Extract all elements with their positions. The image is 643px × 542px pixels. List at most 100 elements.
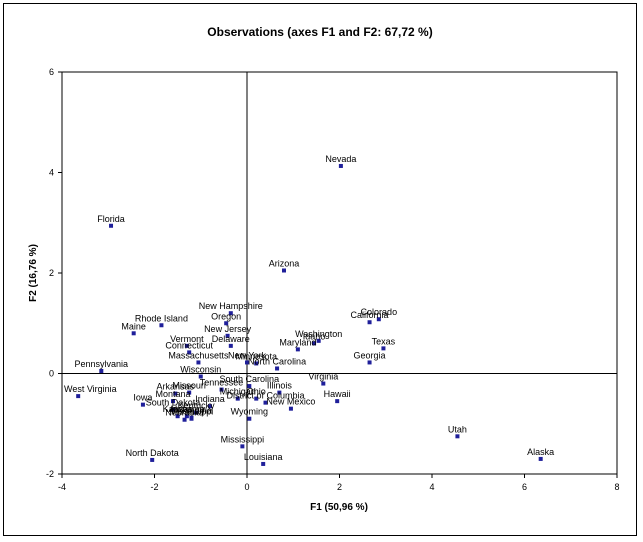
data-point <box>261 461 266 466</box>
data-point <box>282 268 286 273</box>
data-point <box>295 347 300 352</box>
data-point <box>225 333 230 338</box>
point-label: California <box>351 310 389 320</box>
point-label: Nevada <box>325 154 356 164</box>
data-point <box>184 414 189 419</box>
point-label: District of Columbia <box>226 391 304 401</box>
data-point <box>198 374 203 379</box>
point-label: North Dakota <box>126 448 179 458</box>
plot-area <box>61 71 618 475</box>
point-label: Mississippi <box>221 434 265 444</box>
data-point <box>245 360 249 365</box>
point-label: Oklahoma <box>171 406 212 416</box>
chart-title: Observations (axes F1 and F2: 67,72 %) <box>207 25 432 39</box>
x-tick-label: 2 <box>337 482 342 492</box>
point-label: Alabama <box>169 404 205 414</box>
point-label: South Dakota <box>146 398 201 408</box>
point-label: Texas <box>372 336 396 346</box>
data-point <box>171 399 175 404</box>
point-label: Delaware <box>212 334 250 344</box>
point-label: Ohio <box>247 387 266 397</box>
data-point <box>376 317 381 322</box>
point-label: Wisconsin <box>180 365 221 375</box>
data-point <box>171 407 175 412</box>
data-point <box>109 223 114 228</box>
data-point <box>175 414 180 419</box>
point-label: Connecticut <box>165 340 213 350</box>
y-tick-label: 2 <box>49 268 54 278</box>
point-label: Utah <box>448 424 467 434</box>
axes <box>62 72 617 474</box>
point-label: Vermont <box>170 334 204 344</box>
point-label: Virginia <box>308 372 338 382</box>
x-tick-label: 6 <box>522 482 527 492</box>
point-label: Montana <box>155 389 190 399</box>
point-label: West Virginia <box>64 384 117 394</box>
point-label: Mississippi <box>170 407 214 417</box>
point-label: Maryland <box>279 337 316 347</box>
point-label: Colorado <box>361 307 398 317</box>
data-point <box>240 444 245 449</box>
point-label: Nebraska <box>165 408 204 418</box>
data-point <box>208 404 212 409</box>
x-tick-label: 8 <box>614 482 619 492</box>
point-label: Florida <box>97 214 125 224</box>
data-point <box>219 387 224 392</box>
point-label: Rhode Island <box>135 313 188 323</box>
data-point <box>367 320 372 325</box>
point-label: New Jersey <box>204 324 252 334</box>
point-label: Illinois <box>267 381 293 391</box>
data-point <box>254 396 259 401</box>
point-label: Maine <box>121 321 146 331</box>
point-label: Missouri <box>172 381 206 391</box>
data-point <box>338 163 343 168</box>
data-points <box>76 163 543 466</box>
data-point <box>288 406 293 411</box>
point-label: New Mexico <box>266 397 315 407</box>
y-tick-label: 4 <box>49 168 54 178</box>
data-point <box>196 360 201 365</box>
point-label: New York <box>228 350 267 360</box>
data-point <box>182 417 187 422</box>
data-point <box>263 400 268 405</box>
point-label: Indiana <box>195 394 225 404</box>
data-point <box>381 346 386 351</box>
point-label: Pennsylvania <box>75 359 129 369</box>
point-label: South Carolina <box>220 374 280 384</box>
y-tick-label: -2 <box>46 469 54 479</box>
data-point <box>538 456 543 461</box>
point-label: Arkansas <box>157 382 195 392</box>
tick-labels: -4 -2 0 2 4 6 8 -2 0 2 4 6 <box>46 67 620 492</box>
data-point <box>277 390 282 395</box>
point-label: Kentucky <box>178 401 216 411</box>
data-point <box>173 391 178 396</box>
point-label: Alaska <box>527 447 554 457</box>
point-label: Kansas <box>163 404 194 414</box>
point-label: Hawaii <box>324 389 351 399</box>
data-point <box>367 360 372 365</box>
data-point <box>187 350 192 355</box>
data-point <box>312 341 317 346</box>
point-label: Wyoming <box>231 407 268 417</box>
point-label: Oregon <box>211 311 241 321</box>
point-label: Michigan <box>220 387 256 397</box>
point-label: Minnesota <box>235 351 277 361</box>
x-axis-title: F1 (50,96 %) <box>310 502 368 513</box>
data-point <box>228 343 233 348</box>
x-tick-label: -2 <box>150 482 158 492</box>
data-point <box>247 384 252 389</box>
data-point <box>224 321 229 326</box>
point-label: Idaho <box>303 331 326 341</box>
point-label: Washington <box>295 329 342 339</box>
x-tick-label: -4 <box>58 482 66 492</box>
data-point <box>150 457 155 462</box>
point-label: North Carolina <box>248 356 306 366</box>
point-label: Louisiana <box>244 452 283 462</box>
point-label: Massachusetts <box>168 350 229 360</box>
point-label: Arizona <box>269 258 300 268</box>
data-point <box>76 394 81 399</box>
data-point <box>159 323 164 328</box>
x-tick-label: 4 <box>429 482 434 492</box>
